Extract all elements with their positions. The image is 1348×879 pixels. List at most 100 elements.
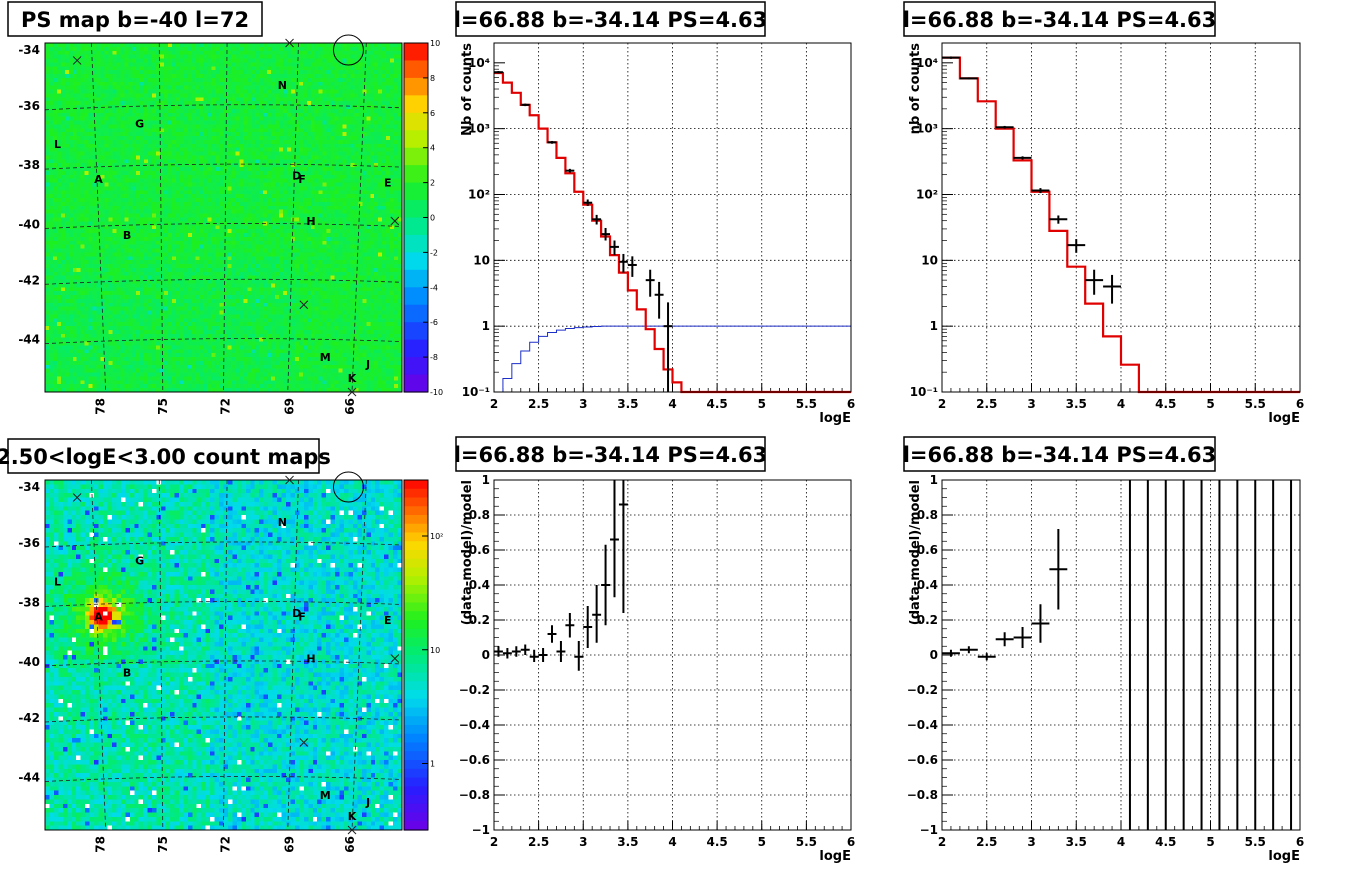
- source-label: D: [292, 607, 301, 620]
- x-tick-label: 2: [938, 397, 946, 411]
- data-point: [574, 641, 584, 671]
- colorbar-band: [404, 707, 428, 717]
- plot-frame: [493, 42, 852, 393]
- colorbar-tick-label: 0: [430, 214, 435, 223]
- y-tick-label: 0.8: [469, 508, 490, 522]
- y-tick-label: 0: [930, 648, 938, 662]
- data-point: [494, 646, 503, 657]
- colorbar-tick-label: 1: [430, 760, 435, 769]
- x-tick-label: 3: [1027, 397, 1035, 411]
- panel-title-box: [903, 436, 1216, 472]
- colorbar-band: [404, 751, 428, 761]
- data-point: [610, 480, 619, 598]
- x-tick-label: 69: [283, 398, 297, 415]
- y-tick-label: -34: [18, 480, 40, 494]
- x-tick-label: 4: [1117, 835, 1125, 849]
- panel-title-box: [455, 1, 766, 37]
- x-axis-title: logE: [819, 849, 851, 864]
- source-label: G: [135, 117, 144, 130]
- colorbar-band: [404, 488, 428, 499]
- map-frame: [44, 42, 403, 393]
- data-point: [618, 480, 628, 613]
- colorbar-band: [404, 77, 428, 96]
- y-tick-label: -42: [18, 711, 40, 725]
- colorbar-band: [404, 541, 428, 551]
- data-point: [502, 648, 512, 659]
- colorbar-tick-label: 10²: [430, 532, 443, 541]
- panel-title-text: l=66.88 b=-34.14 PS=4.63: [454, 8, 768, 32]
- colorbar-band: [404, 506, 428, 516]
- latitude-grid-line: [44, 601, 403, 607]
- data-point: [583, 199, 593, 206]
- longitude-grid-line: [91, 42, 107, 393]
- colorbar-band: [404, 304, 428, 323]
- y-tick-label: 10³: [468, 122, 490, 136]
- colorbar-tick-label: 10: [430, 646, 440, 655]
- map-frame: [44, 479, 403, 831]
- x-tick-label: 6: [847, 397, 855, 411]
- panel-title-box: [455, 436, 766, 472]
- x-axis-title: logE: [819, 411, 851, 426]
- panel-title: l=66.88 b=-34.14 PS=4.63: [454, 1, 768, 37]
- colorbar-band: [404, 252, 428, 271]
- latitude-grid-line: [44, 223, 403, 229]
- colorbar-band: [404, 165, 428, 184]
- colorbar-band: [404, 480, 428, 490]
- x-tick-label: 78: [93, 398, 107, 415]
- y-tick-label: 1: [482, 473, 490, 487]
- y-tick-label: -40: [18, 217, 40, 231]
- colorbar-band: [404, 269, 428, 288]
- colorbar-band: [404, 374, 428, 393]
- latitude-grid-line: [44, 660, 403, 667]
- data-point: [645, 269, 655, 297]
- panel-title-box: [7, 438, 320, 474]
- map-countmap: -34 -36 -38 -40 -42 -44 78 75 72 69 66 A B D E F G H JK L M N…: [18, 471, 443, 853]
- plot-frame: [941, 479, 1301, 831]
- x-tick-label: 2.5: [528, 397, 549, 411]
- data-point: [520, 644, 530, 655]
- colorbar-band: [404, 515, 428, 525]
- panel-title-text: l=66.88 b=-34.14 PS=4.63: [903, 443, 1217, 467]
- x-tick-label: 4.5: [706, 835, 727, 849]
- panel-title-text: l=66.88 b=-34.14 PS=4.63: [454, 443, 768, 467]
- panel-title: 2.50<logE<3.00 count maps: [0, 438, 331, 474]
- data-point: [1049, 215, 1068, 224]
- colorbar-band: [404, 200, 428, 219]
- data-point: [592, 214, 602, 225]
- x-marker: [347, 387, 357, 397]
- y-tick-label: -44: [18, 771, 40, 785]
- source-label: B: [123, 229, 131, 242]
- colorbar-tick-label: -4: [430, 283, 438, 292]
- data-point: [610, 240, 619, 256]
- x-tick-label: 4: [668, 397, 676, 411]
- x-tick-label: 72: [218, 398, 232, 415]
- colorbar-band: [404, 532, 428, 542]
- colorbar-band: [404, 576, 428, 586]
- data-point: [565, 613, 575, 638]
- data-point: [977, 653, 996, 661]
- source-label: K: [348, 810, 357, 823]
- colorbar-band: [404, 821, 428, 831]
- colorbar-band: [404, 558, 428, 569]
- x-tick-label: 3.5: [617, 397, 638, 411]
- source-label: F: [298, 611, 306, 624]
- colorbar-band: [404, 760, 428, 770]
- x-axis-title: logE: [1268, 849, 1300, 864]
- colorbar-band: [404, 733, 428, 744]
- colorbar-band: [404, 43, 428, 62]
- y-axis-title: nb of counts: [908, 43, 923, 135]
- colorbar-tick-label: -2: [430, 248, 438, 257]
- data-point: [1031, 604, 1050, 643]
- source-label: N: [278, 516, 287, 529]
- x-tick-label: 72: [218, 836, 232, 853]
- longitude-grid-line: [223, 42, 228, 393]
- y-tick-label: 0.4: [917, 578, 938, 592]
- source-label: J: [365, 796, 370, 809]
- panel-title: PS map b=-40 l=72: [7, 1, 263, 37]
- colorbar-band: [404, 523, 428, 534]
- plot-frame-bg: [494, 43, 851, 392]
- source-label: F: [298, 173, 306, 186]
- data-point: [494, 71, 503, 74]
- exposure-series-line: [494, 325, 851, 393]
